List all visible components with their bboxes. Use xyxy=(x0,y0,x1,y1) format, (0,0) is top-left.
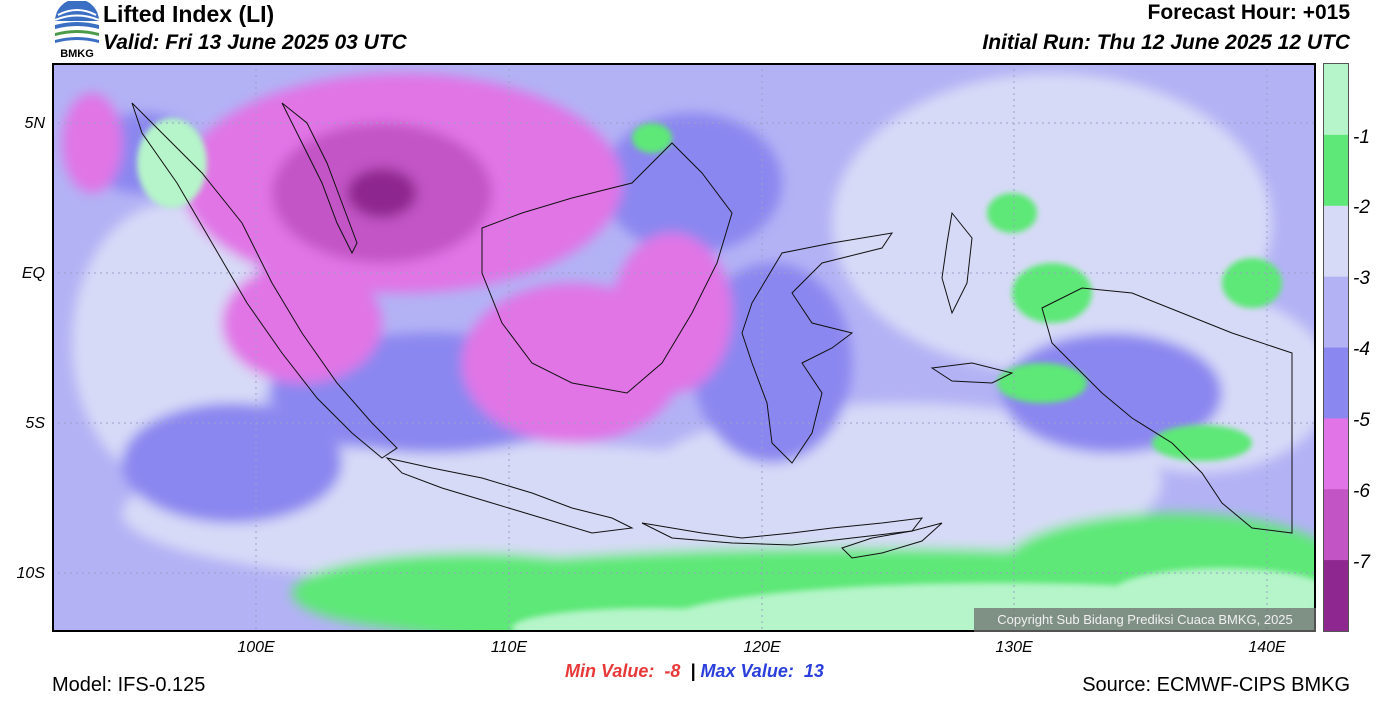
coastlines xyxy=(131,102,1293,559)
legend-swatch xyxy=(1324,205,1348,278)
y-tick-5s: 5S xyxy=(25,415,45,432)
legend-swatch xyxy=(1324,134,1348,207)
legend-label: -1 xyxy=(1353,127,1370,148)
legend-label: -6 xyxy=(1353,481,1370,502)
min-max-values: Min Value: -8 | Max Value: 13 xyxy=(565,661,824,682)
model-label: Model: IFS-0.125 xyxy=(52,674,206,696)
legend-swatch xyxy=(1324,276,1348,348)
max-label: Max Value: xyxy=(700,661,794,681)
x-tick-130e: 130E xyxy=(995,639,1033,656)
legend-label: -5 xyxy=(1353,410,1370,431)
y-tick-5n: 5N xyxy=(24,115,45,132)
x-tick-100e: 100E xyxy=(237,639,275,656)
x-tick-140e: 140E xyxy=(1248,639,1286,656)
min-value: -8 xyxy=(664,661,681,681)
graticule xyxy=(52,63,1316,632)
copyright-notice: Copyright Sub Bidang Prediksi Cuaca BMKG… xyxy=(974,608,1316,632)
max-value: 13 xyxy=(803,661,824,681)
legend-label: -7 xyxy=(1353,552,1370,573)
legend-swatch xyxy=(1324,418,1348,490)
legend-colorbar xyxy=(1323,63,1349,632)
separator: | xyxy=(690,661,696,681)
legend-label: -2 xyxy=(1353,197,1370,218)
legend-label: -3 xyxy=(1353,268,1370,289)
logo-text: BMKG xyxy=(60,48,94,60)
field-contours xyxy=(62,73,1372,658)
bmkg-logo xyxy=(52,0,102,63)
lifted-index-map xyxy=(52,63,1372,663)
x-tick-110e: 110E xyxy=(490,639,528,656)
legend-label: -4 xyxy=(1353,339,1370,360)
valid-time: Valid: Fri 13 June 2025 03 UTC xyxy=(103,31,407,54)
min-label: Min Value: xyxy=(565,661,655,681)
source-label: Source: ECMWF-CIPS BMKG xyxy=(1082,674,1350,696)
forecast-hour: Forecast Hour: +015 xyxy=(1147,1,1351,24)
y-tick-eq: EQ xyxy=(21,265,45,282)
initial-run: Initial Run: Thu 12 June 2025 12 UTC xyxy=(982,31,1350,54)
legend-swatch xyxy=(1324,347,1348,419)
legend-swatch xyxy=(1324,560,1348,632)
x-tick-120e: 120E xyxy=(743,639,781,656)
legend-swatch xyxy=(1324,489,1348,561)
map-title: Lifted Index (LI) xyxy=(103,1,275,27)
y-tick-10s: 10S xyxy=(16,565,45,582)
legend-swatch xyxy=(1324,64,1348,136)
